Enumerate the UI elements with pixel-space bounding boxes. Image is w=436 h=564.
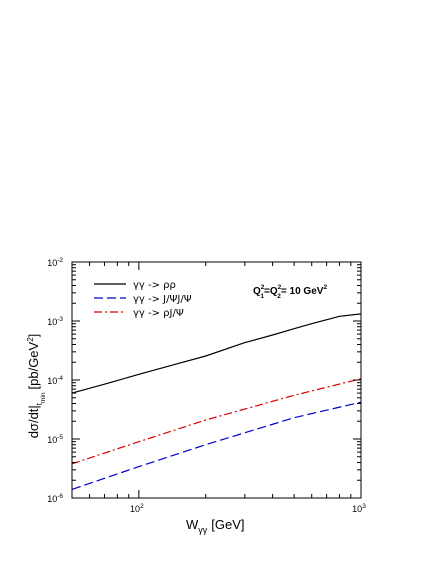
y-tick-label: 10-6	[47, 493, 63, 504]
series-line-2	[71, 378, 362, 465]
legend-label-0: γγ -> ρρ	[133, 280, 176, 291]
y-tick-label: 10-5	[47, 434, 63, 445]
legend: γγ -> ρρ γγ -> J/ΨJ/Ψ γγ -> ρJ/Ψ	[94, 280, 192, 319]
series-line-1	[71, 401, 362, 490]
x-tick-label: 102	[130, 503, 144, 514]
x-tick-label: 103	[352, 503, 366, 514]
axis-ticks	[71, 262, 362, 499]
y-axis-label: dσ/dt|tmin[pb/GeV2]	[26, 334, 47, 439]
plot-series-group	[71, 313, 362, 490]
legend-label-1: γγ -> J/ΨJ/Ψ	[133, 294, 192, 305]
y-tick-label: 10-2	[47, 257, 63, 268]
legend-label-2: γγ -> ρJ/Ψ	[133, 308, 184, 319]
x-axis-label: Wγγ [GeV]	[186, 517, 245, 535]
axis-tick-labels: 102 103 10-6 10-5 10-4 10-3 10-2	[47, 257, 366, 514]
y-tick-label: 10-4	[47, 375, 63, 386]
q2-annotation: Q2 1=Q2 2= 10 GeV2	[253, 284, 327, 300]
y-tick-label: 10-3	[47, 316, 63, 327]
series-line-0	[71, 313, 362, 394]
